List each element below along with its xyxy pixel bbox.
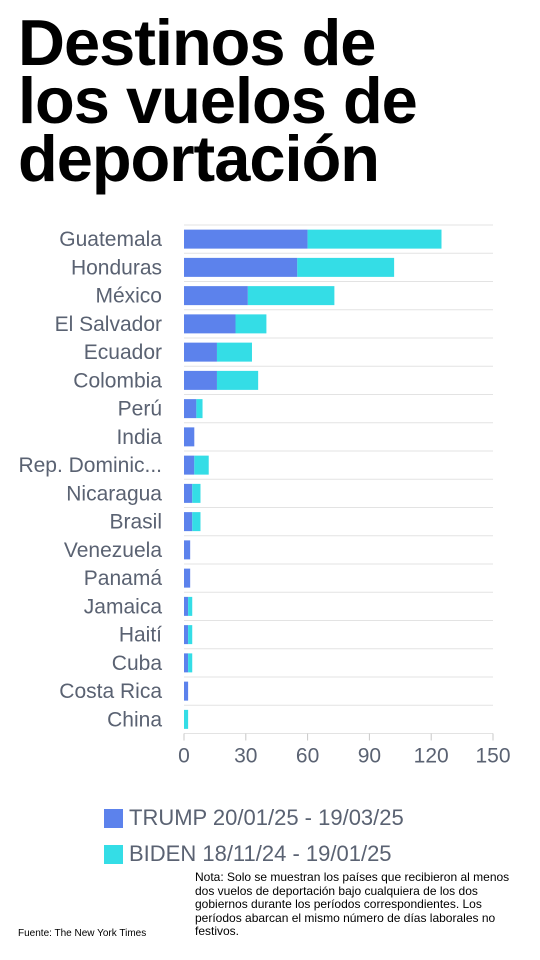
bar-trump xyxy=(184,314,236,334)
bar-trump xyxy=(184,370,217,390)
legend-item-biden: BIDEN 18/11/24 - 19/01/25 xyxy=(104,836,404,872)
stacked-bar-chart: Guatemala Honduras México El Salvador Ecuado… xyxy=(18,224,511,768)
bar-trump xyxy=(184,427,195,447)
source-credit: Fuente: The New York Times xyxy=(18,928,147,939)
bar-trump xyxy=(184,568,191,588)
legend-label-trump: TRUMP 20/01/25 - 19/03/25 xyxy=(129,805,404,830)
bar-biden xyxy=(235,314,267,334)
category-label: Panamá xyxy=(84,567,163,590)
x-tick-label: 90 xyxy=(358,745,381,768)
bar-biden xyxy=(188,596,193,616)
bar-biden xyxy=(188,625,193,645)
category-label: Brasil xyxy=(109,511,162,534)
bar-trump xyxy=(184,540,191,560)
category-label: China xyxy=(107,708,162,731)
bar-biden xyxy=(194,455,209,475)
bar-trump xyxy=(184,229,308,249)
category-label: Guatemala xyxy=(59,228,162,251)
bar-trump xyxy=(184,625,189,645)
category-label: Rep. Dominic... xyxy=(18,454,162,477)
x-tick-label: 0 xyxy=(178,745,190,768)
bar-trump xyxy=(184,399,197,419)
bar-biden xyxy=(196,399,203,419)
bar-biden xyxy=(216,370,259,390)
bar-trump xyxy=(184,286,248,306)
category-label: Jamaica xyxy=(84,595,163,618)
category-label: Colombia xyxy=(73,369,162,392)
title-line-1: Destinos de xyxy=(18,6,376,79)
title-line-3: deportación xyxy=(18,122,380,195)
title-line-2: los vuelos de xyxy=(18,64,418,137)
bar-trump xyxy=(184,512,193,532)
legend-swatch-biden xyxy=(104,844,123,864)
bar-biden xyxy=(216,342,252,362)
category-label: Venezuela xyxy=(64,539,162,562)
category-label: India xyxy=(116,426,162,449)
category-label: Cuba xyxy=(112,652,163,675)
bar-trump xyxy=(184,483,193,503)
chart-title: Destinos de los vuelos de deportación xyxy=(18,6,528,195)
category-label: Perú xyxy=(118,398,162,421)
bar-trump xyxy=(184,342,217,362)
category-label: México xyxy=(95,285,162,308)
bar-biden xyxy=(307,229,442,249)
bar-biden xyxy=(192,512,201,532)
bar-trump xyxy=(184,681,189,701)
category-label: Nicaragua xyxy=(66,482,162,505)
x-tick-label: 120 xyxy=(414,745,449,768)
legend-label-biden: BIDEN 18/11/24 - 19/01/25 xyxy=(129,841,392,866)
x-tick-label: 60 xyxy=(296,745,319,768)
bar-biden xyxy=(192,483,201,503)
category-label: El Salvador xyxy=(55,313,162,336)
category-label: Haití xyxy=(119,624,162,647)
legend: TRUMP 20/01/25 - 19/03/25 BIDEN 18/11/24… xyxy=(104,800,404,872)
x-tick-label: 30 xyxy=(234,745,257,768)
bar-biden xyxy=(247,286,335,306)
bar-trump xyxy=(184,596,189,616)
legend-swatch-trump xyxy=(104,808,123,828)
category-label: Costa Rica xyxy=(59,680,162,703)
bar-trump xyxy=(184,653,189,673)
legend-item-trump: TRUMP 20/01/25 - 19/03/25 xyxy=(104,800,404,836)
bar-biden xyxy=(184,709,189,729)
bar-trump xyxy=(184,455,195,475)
category-label: Ecuador xyxy=(84,341,162,364)
bar-trump xyxy=(184,257,298,277)
bar-biden xyxy=(188,653,193,673)
category-label: Honduras xyxy=(71,256,162,279)
footnote: Nota: Solo se muestran los países que re… xyxy=(195,870,510,938)
bar-biden xyxy=(297,257,395,277)
x-tick-label: 150 xyxy=(475,745,510,768)
